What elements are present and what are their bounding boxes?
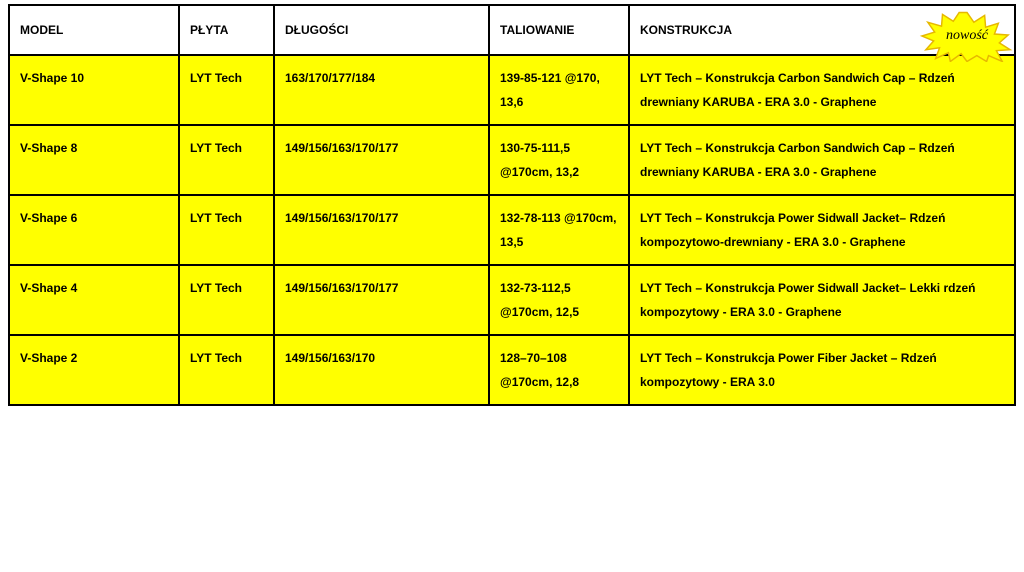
table-row: V-Shape 8LYT Tech149/156/163/170/177130-… bbox=[9, 125, 1015, 195]
cell-taliowanie: 132-78-113 @170cm, 13,5 bbox=[489, 195, 629, 265]
cell-taliowanie: 130-75-111,5 @170cm, 13,2 bbox=[489, 125, 629, 195]
cell-plyta: LYT Tech bbox=[179, 125, 274, 195]
cell-taliowanie: 139-85-121 @170, 13,6 bbox=[489, 55, 629, 125]
cell-konstrukcja: LYT Tech – Konstrukcja Power Fiber Jacke… bbox=[629, 335, 1015, 405]
cell-dlugosci: 149/156/163/170 bbox=[274, 335, 489, 405]
cell-model: V-Shape 6 bbox=[9, 195, 179, 265]
table-row: V-Shape 4LYT Tech149/156/163/170/177132-… bbox=[9, 265, 1015, 335]
cell-model: V-Shape 8 bbox=[9, 125, 179, 195]
cell-taliowanie: 128–70–108 @170cm, 12,8 bbox=[489, 335, 629, 405]
cell-dlugosci: 149/156/163/170/177 bbox=[274, 125, 489, 195]
table-row: V-Shape 10LYT Tech163/170/177/184139-85-… bbox=[9, 55, 1015, 125]
cell-taliowanie: 132-73-112,5 @170cm, 12,5 bbox=[489, 265, 629, 335]
cell-plyta: LYT Tech bbox=[179, 55, 274, 125]
cell-dlugosci: 163/170/177/184 bbox=[274, 55, 489, 125]
cell-model: V-Shape 4 bbox=[9, 265, 179, 335]
col-header-model: MODEL bbox=[9, 5, 179, 55]
col-header-plyta: PŁYTA bbox=[179, 5, 274, 55]
spec-table: MODEL PŁYTA DŁUGOŚCI TALIOWANIE KONSTRUK… bbox=[8, 4, 1016, 406]
table-row: V-Shape 6LYT Tech149/156/163/170/177132-… bbox=[9, 195, 1015, 265]
cell-model: V-Shape 10 bbox=[9, 55, 179, 125]
table-body: V-Shape 10LYT Tech163/170/177/184139-85-… bbox=[9, 55, 1015, 405]
cell-plyta: LYT Tech bbox=[179, 265, 274, 335]
cell-konstrukcja: LYT Tech – Konstrukcja Carbon Sandwich C… bbox=[629, 55, 1015, 125]
cell-model: V-Shape 2 bbox=[9, 335, 179, 405]
col-header-taliowanie: TALIOWANIE bbox=[489, 5, 629, 55]
col-header-konstrukcja: KONSTRUKCJA bbox=[629, 5, 1015, 55]
cell-plyta: LYT Tech bbox=[179, 195, 274, 265]
cell-dlugosci: 149/156/163/170/177 bbox=[274, 265, 489, 335]
cell-konstrukcja: LYT Tech – Konstrukcja Carbon Sandwich C… bbox=[629, 125, 1015, 195]
col-header-dlugosci: DŁUGOŚCI bbox=[274, 5, 489, 55]
cell-plyta: LYT Tech bbox=[179, 335, 274, 405]
table-row: V-Shape 2LYT Tech149/156/163/170128–70–1… bbox=[9, 335, 1015, 405]
cell-dlugosci: 149/156/163/170/177 bbox=[274, 195, 489, 265]
cell-konstrukcja: LYT Tech – Konstrukcja Power Sidwall Jac… bbox=[629, 195, 1015, 265]
cell-konstrukcja: LYT Tech – Konstrukcja Power Sidwall Jac… bbox=[629, 265, 1015, 335]
table-header-row: MODEL PŁYTA DŁUGOŚCI TALIOWANIE KONSTRUK… bbox=[9, 5, 1015, 55]
